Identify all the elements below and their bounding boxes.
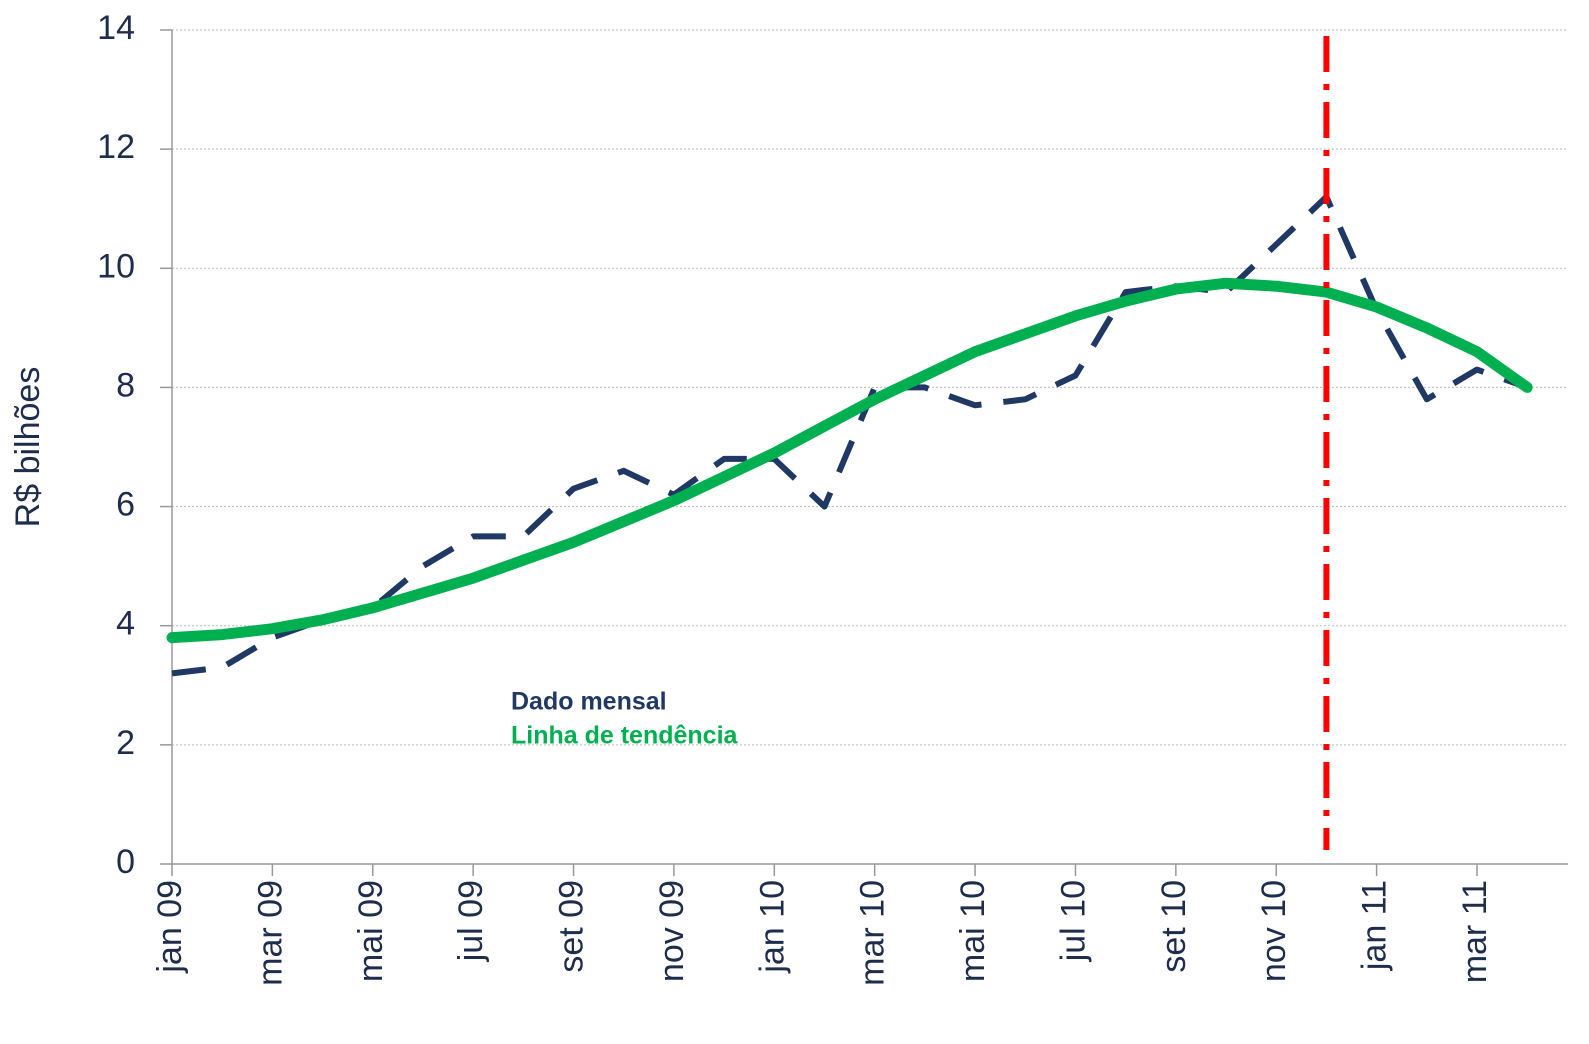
x-tick-label: jan 10 [753,880,791,974]
x-tick-label: jul 10 [1054,880,1092,962]
x-tick-label: mar 09 [251,880,289,986]
y-tick-label: 2 [116,724,135,762]
y-tick-label: 4 [116,605,135,643]
y-tick-label: 10 [97,247,135,285]
x-tick-label: set 10 [1155,880,1193,973]
y-tick-label: 14 [97,9,135,47]
x-tick-label: nov 10 [1255,880,1293,982]
y-axis-label: R$ bilhões [9,367,47,528]
x-tick-label: mai 10 [954,880,992,982]
x-tick-label: mar 11 [1456,880,1494,983]
x-tick-label: nov 09 [653,880,691,982]
y-tick-label: 0 [116,843,135,881]
x-tick-label: mar 10 [854,880,892,986]
legend-label: Dado mensal [511,688,667,716]
y-tick-label: 8 [116,366,135,404]
x-tick-label: jan 11 [1356,880,1394,971]
series-line [166,277,1533,644]
x-tick-label: jul 09 [452,880,490,962]
series-line [171,193,1529,677]
x-tick-label: mai 09 [352,880,390,982]
y-tick-label: 6 [116,486,135,524]
x-tick-label: set 09 [553,880,591,973]
x-tick-label: jan 09 [151,880,189,974]
legend-label: Linha de tendência [511,722,739,750]
y-tick-label: 12 [97,128,135,166]
